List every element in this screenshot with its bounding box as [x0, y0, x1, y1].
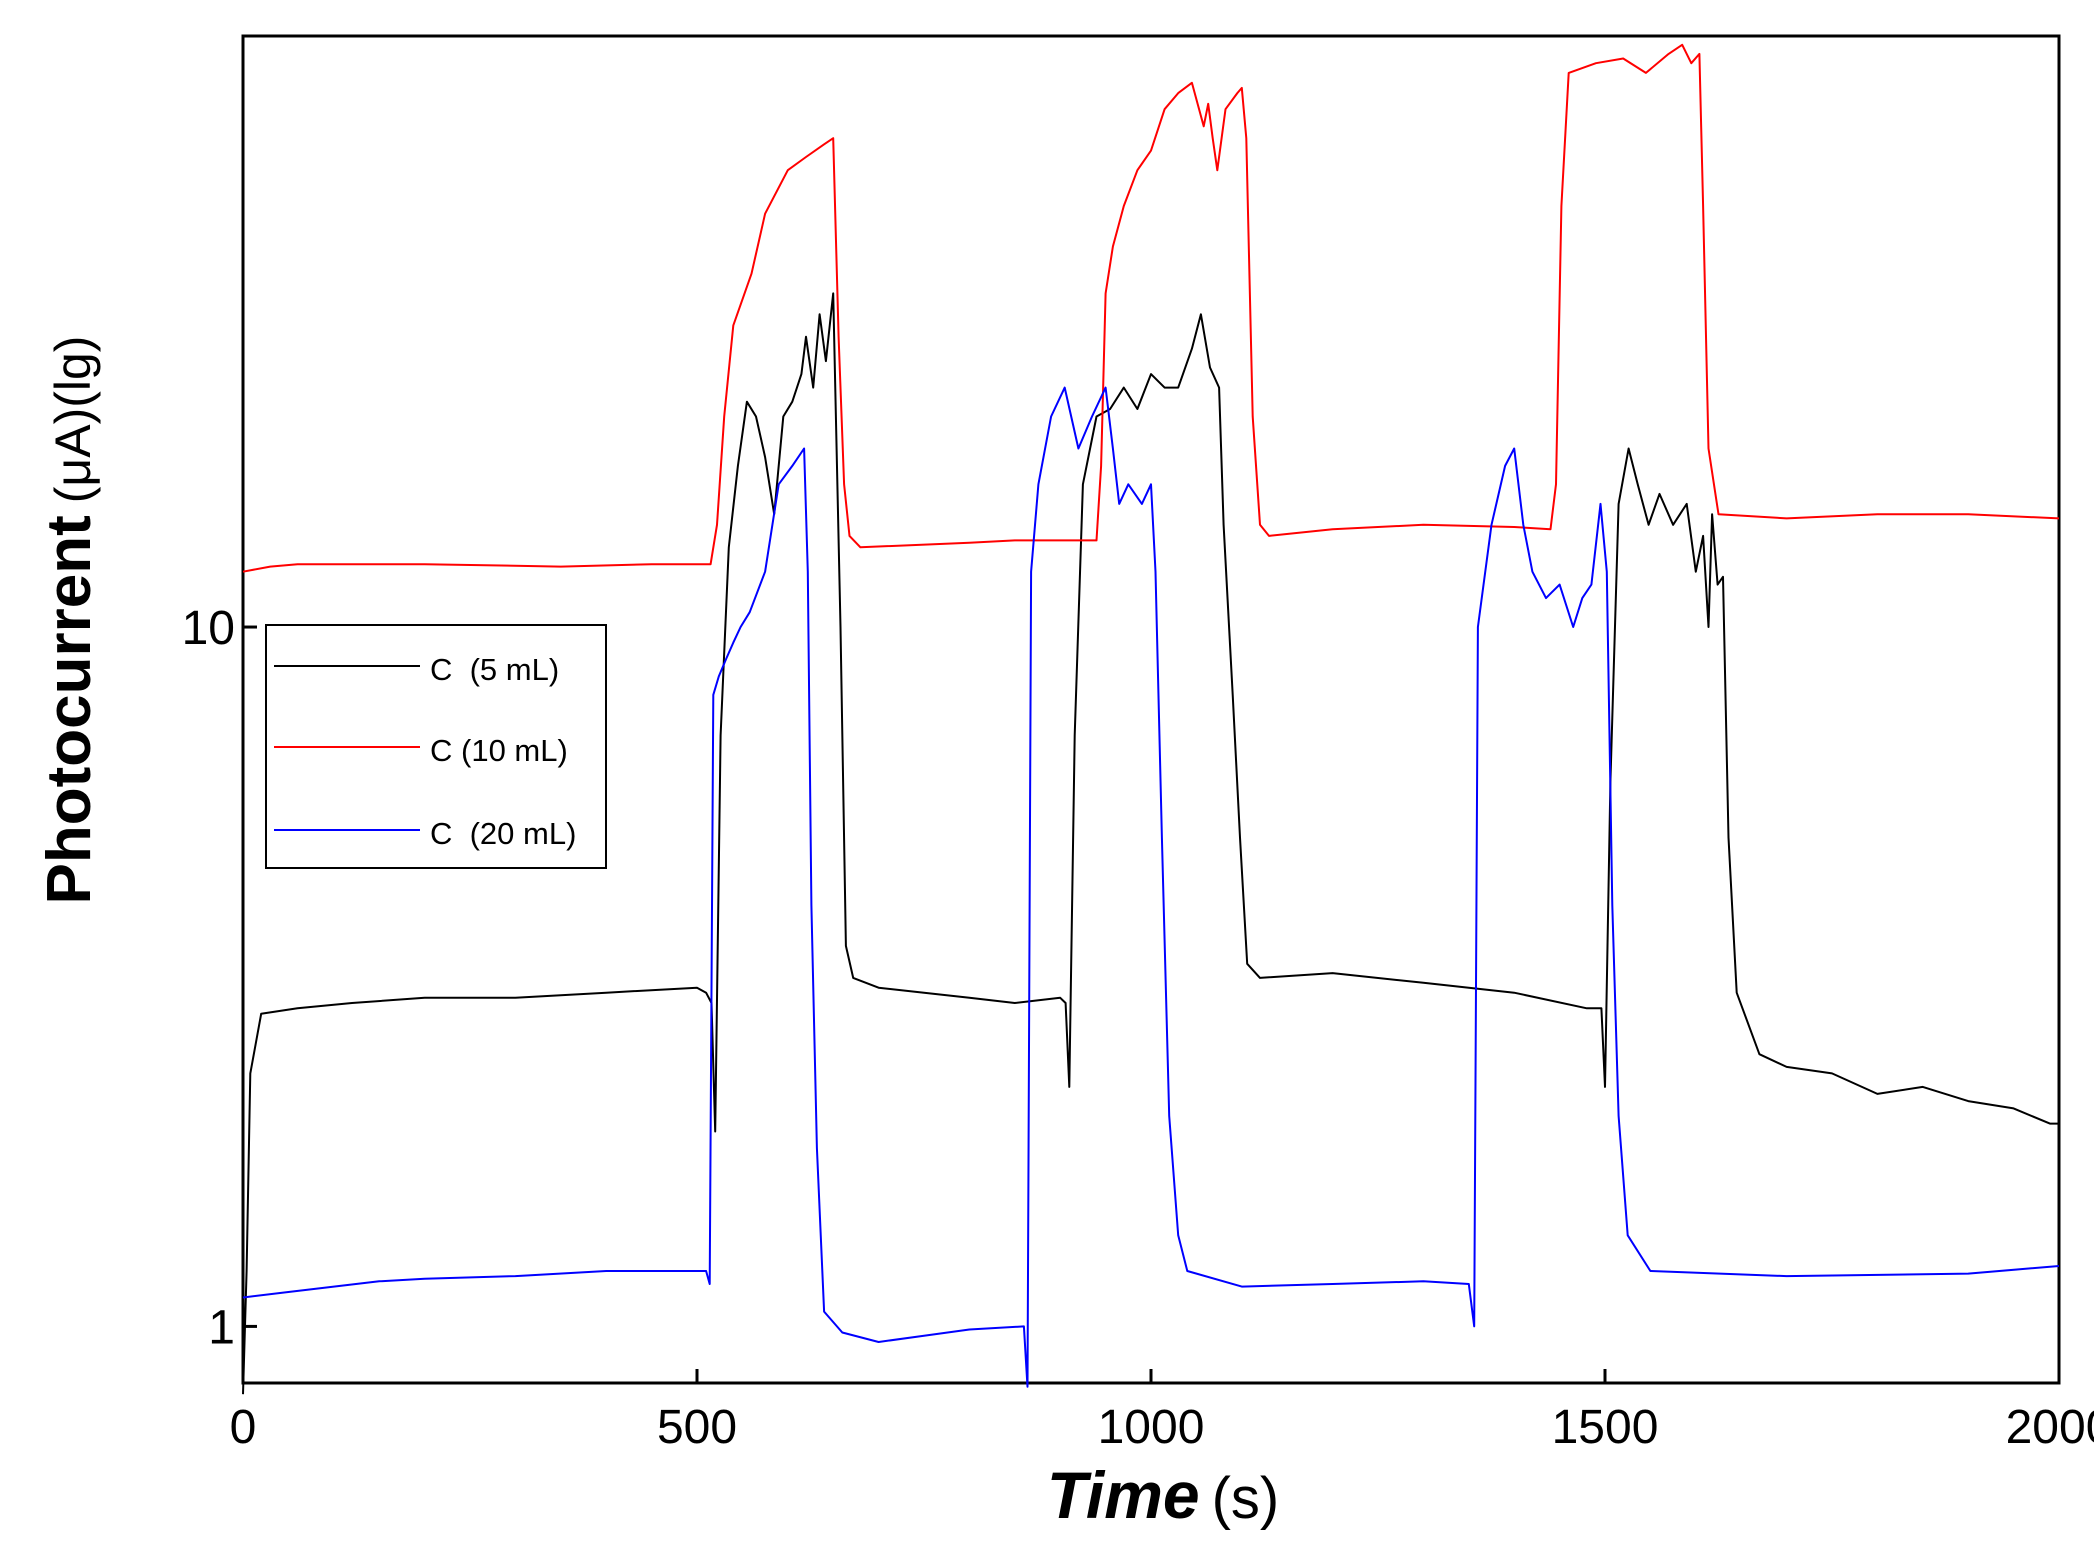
x-tick-label-0: 0: [230, 1401, 257, 1454]
series-line-2: [242, 386, 2060, 1388]
y-axis-title: Photocurrent (μA)(lg): [35, 336, 104, 905]
legend-label-20ml: C (20 mL): [430, 816, 576, 851]
legend-label-10ml: C (10 mL): [430, 733, 568, 768]
x-tick-label-2000: 2000: [2006, 1401, 2094, 1454]
legend: C (5 mL) C (10 mL) C (20 mL): [265, 624, 607, 869]
y-tick-label-1: 1: [208, 1301, 235, 1354]
y-tick-label-10: 10: [182, 602, 235, 655]
y-axis-title-unit: (μA)(lg): [45, 336, 101, 504]
x-tick-label-500: 500: [657, 1401, 737, 1454]
series-layer: [242, 43, 2060, 1395]
x-axis-title: Time (s): [1047, 1458, 1280, 1532]
y-axis-title-main: Photocurrent: [35, 515, 104, 904]
x-axis-title-unit: (s): [1212, 1466, 1280, 1531]
x-axis-title-main: Time: [1047, 1458, 1200, 1532]
series-line-1: [242, 43, 2060, 573]
tick-layer: 0 500 1000 1500 2000 1 10: [182, 602, 2094, 1454]
x-tick-label-1000: 1000: [1098, 1401, 1205, 1454]
legend-label-5ml: C (5 mL): [430, 652, 559, 687]
x-tick-label-1500: 1500: [1552, 1401, 1659, 1454]
series-line-0: [242, 292, 2059, 1395]
